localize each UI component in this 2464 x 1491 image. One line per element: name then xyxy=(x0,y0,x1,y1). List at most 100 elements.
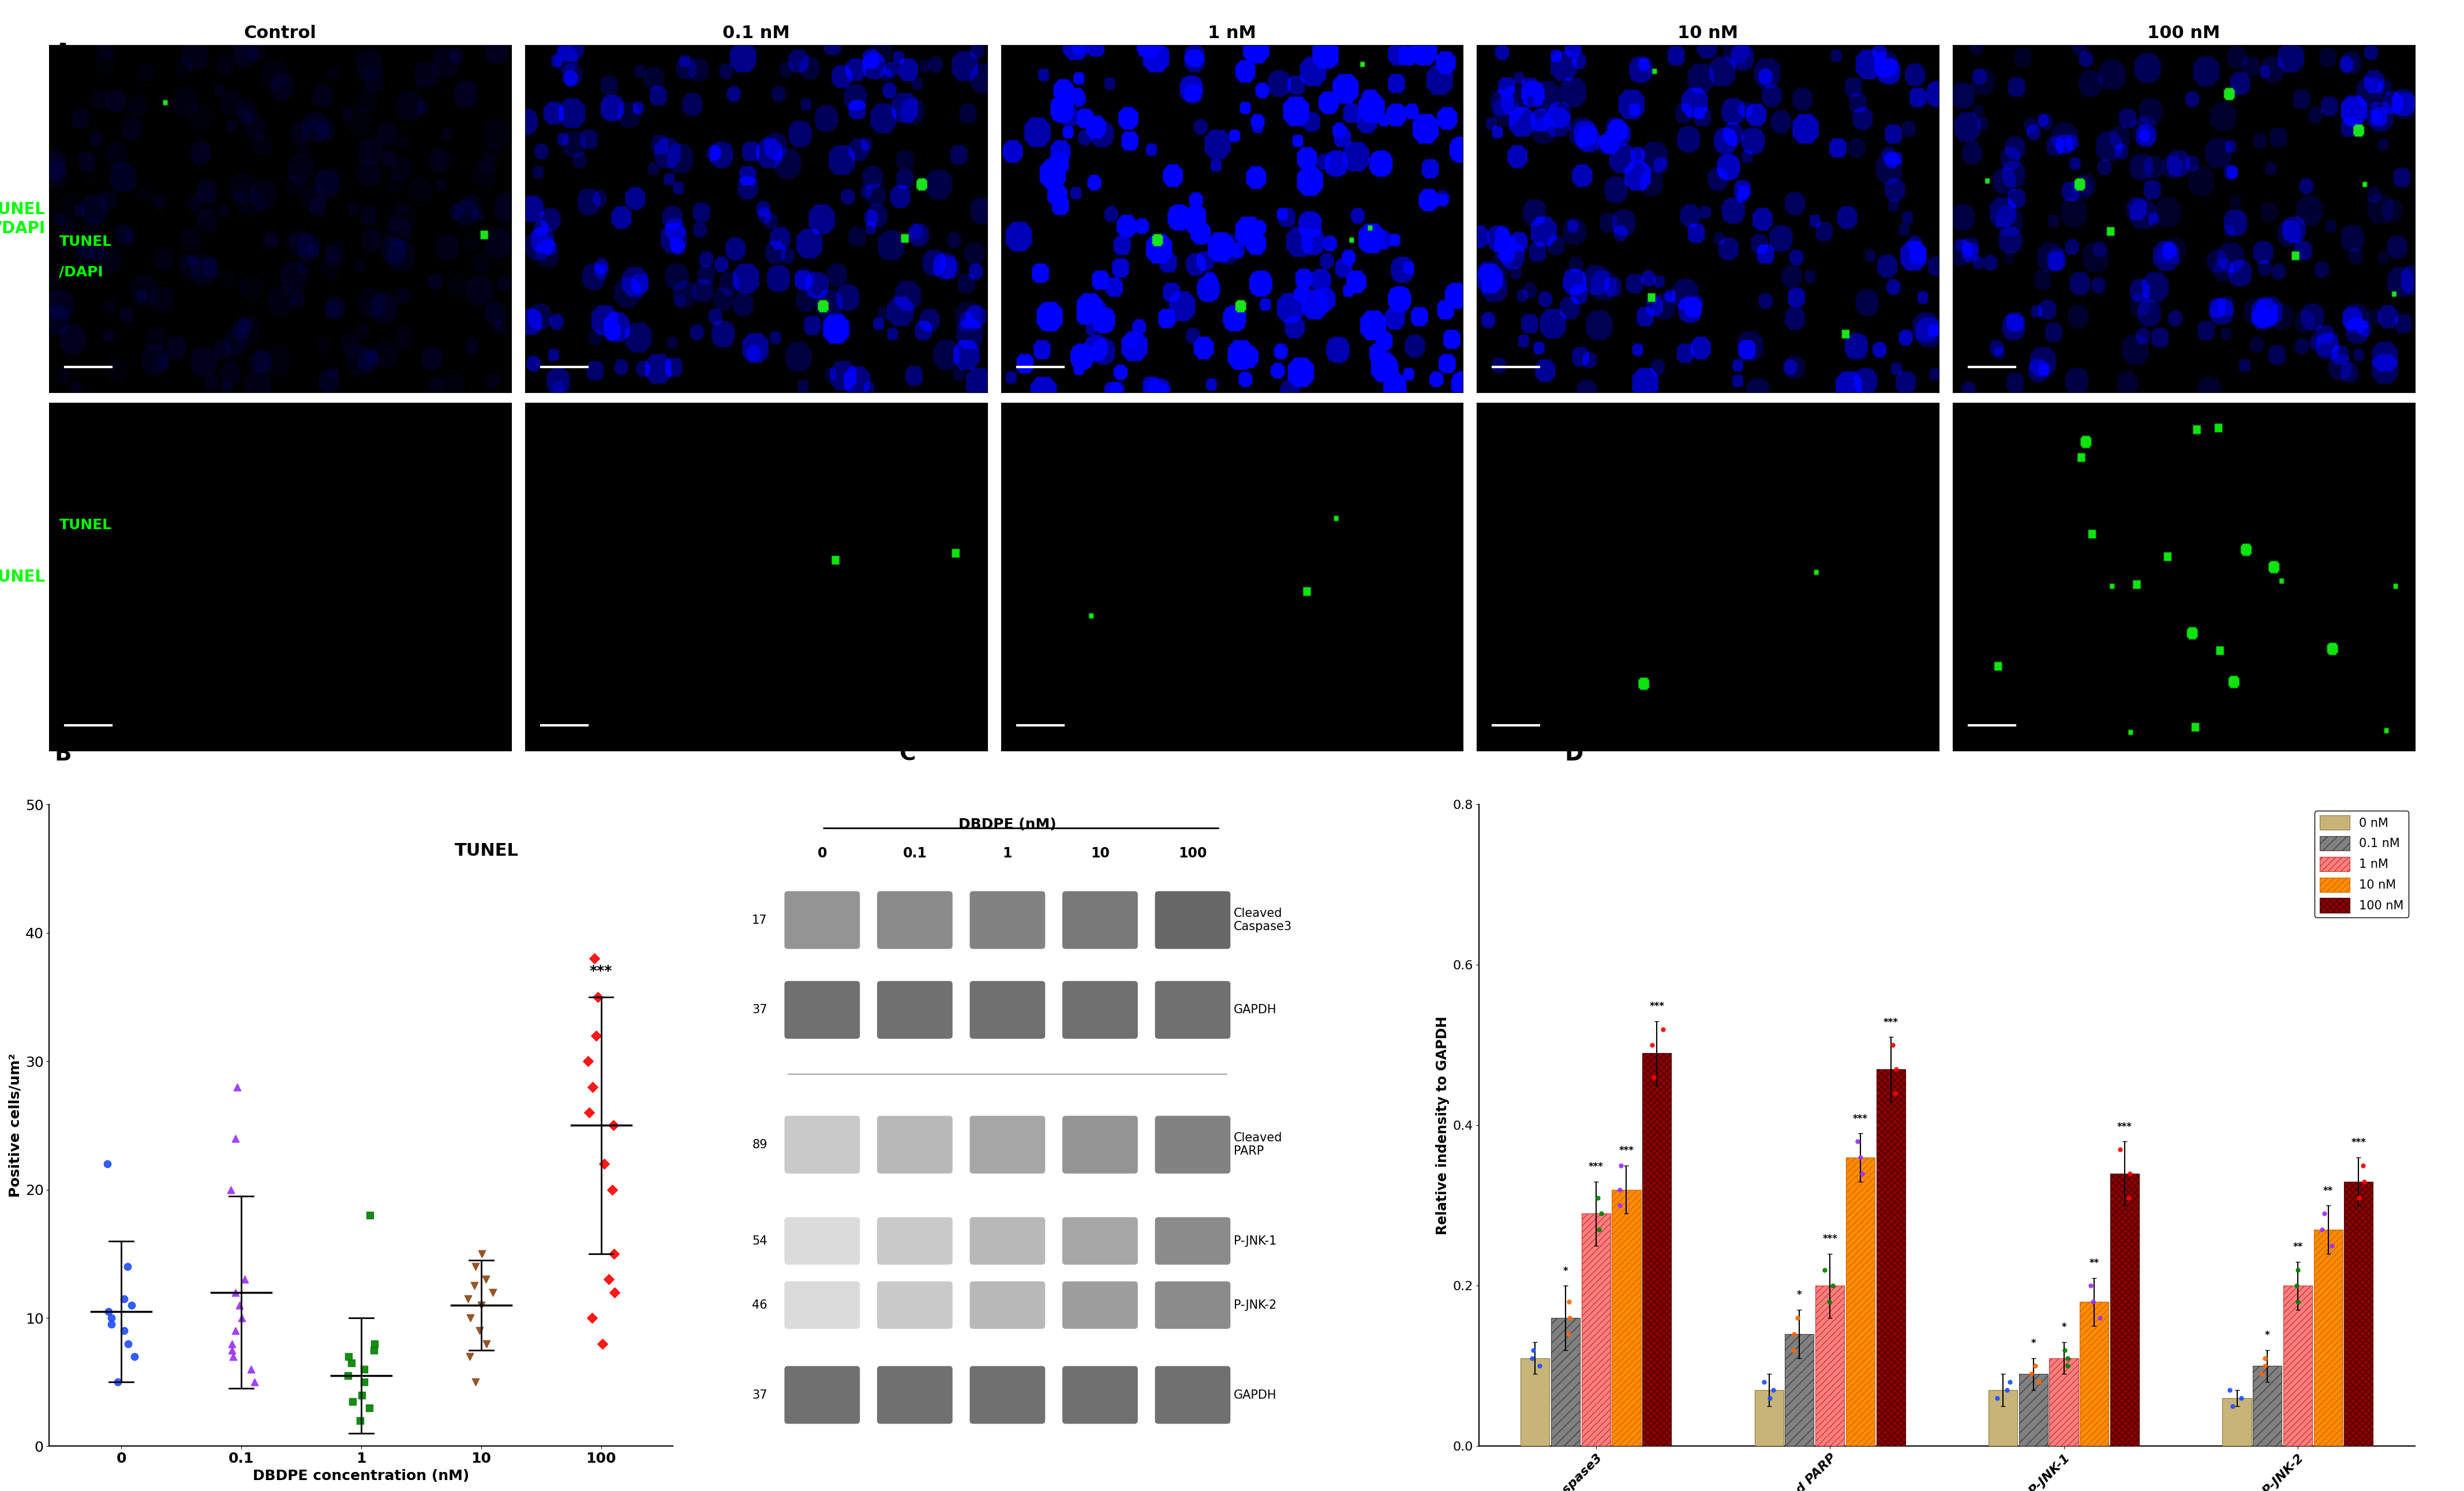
Point xyxy=(1804,1258,1843,1282)
Text: *: * xyxy=(1562,1266,1567,1276)
Point xyxy=(113,1345,153,1369)
Text: Cleaved
PARP: Cleaved PARP xyxy=(1234,1132,1284,1157)
Point xyxy=(1550,1290,1589,1314)
Point xyxy=(466,1267,505,1291)
Text: 46: 46 xyxy=(752,1299,766,1311)
Point xyxy=(1602,1154,1641,1178)
Point xyxy=(461,1320,500,1343)
Point xyxy=(2338,1185,2378,1209)
Point xyxy=(1579,1218,1619,1242)
FancyBboxPatch shape xyxy=(971,892,1045,948)
Point xyxy=(2245,1354,2284,1378)
Point xyxy=(2016,1354,2055,1378)
Point xyxy=(103,1320,143,1343)
Point xyxy=(1976,1387,2016,1410)
FancyBboxPatch shape xyxy=(1062,892,1138,948)
Point xyxy=(448,1287,488,1311)
FancyBboxPatch shape xyxy=(877,1115,954,1173)
FancyBboxPatch shape xyxy=(971,1281,1045,1328)
Bar xyxy=(1582,1214,1611,1446)
Bar xyxy=(1784,1334,1814,1446)
Point xyxy=(2048,1346,2087,1370)
Point xyxy=(2343,1154,2383,1178)
Text: ***: *** xyxy=(2117,1121,2131,1132)
Point xyxy=(342,1384,382,1408)
Point xyxy=(1754,1378,1794,1402)
Text: 37: 37 xyxy=(752,1390,766,1400)
Text: C: C xyxy=(899,743,917,765)
Point xyxy=(2048,1354,2087,1378)
Point xyxy=(2080,1306,2119,1330)
FancyBboxPatch shape xyxy=(971,1115,1045,1173)
Bar xyxy=(1816,1285,1846,1446)
Point xyxy=(594,1114,633,1138)
Bar xyxy=(2314,1230,2343,1446)
Text: P-JNK-1: P-JNK-1 xyxy=(1234,1235,1276,1246)
Point xyxy=(2072,1290,2112,1314)
FancyBboxPatch shape xyxy=(877,1281,954,1328)
Point xyxy=(2279,1258,2319,1282)
Bar xyxy=(1988,1390,2018,1446)
Point xyxy=(572,1075,611,1099)
Point xyxy=(584,1153,623,1176)
Text: Cleaved
Caspase3: Cleaved Caspase3 xyxy=(1234,908,1291,932)
Bar xyxy=(2080,1302,2109,1446)
Bar xyxy=(1875,1069,1905,1446)
Point xyxy=(99,1370,138,1394)
Point xyxy=(1838,1130,1878,1154)
Point xyxy=(2210,1378,2250,1402)
Text: GAPDH: GAPDH xyxy=(1234,1003,1276,1015)
Bar xyxy=(2284,1285,2311,1446)
FancyBboxPatch shape xyxy=(877,1366,954,1424)
Point xyxy=(89,1153,128,1176)
Point xyxy=(212,1337,251,1361)
FancyBboxPatch shape xyxy=(877,981,954,1039)
Point xyxy=(217,1075,256,1099)
Point xyxy=(579,986,618,1009)
Point xyxy=(355,1331,394,1355)
Point xyxy=(2011,1363,2050,1387)
Point xyxy=(1875,1057,1915,1081)
Point xyxy=(1550,1323,1589,1346)
Text: A: A xyxy=(54,42,71,64)
Point xyxy=(214,1126,254,1150)
Point xyxy=(2304,1202,2343,1226)
Text: ***: *** xyxy=(589,965,614,978)
Text: ***: *** xyxy=(1853,1114,1868,1124)
Point xyxy=(569,1100,609,1124)
Point xyxy=(1599,1178,1639,1202)
Bar xyxy=(2109,1173,2139,1446)
Point xyxy=(569,1050,609,1074)
Point xyxy=(212,1331,251,1355)
Point xyxy=(234,1370,274,1394)
Y-axis label: TUNEL
/DAPI: TUNEL /DAPI xyxy=(0,201,44,236)
Title: 0.1 nM: 0.1 nM xyxy=(722,25,791,42)
Point xyxy=(451,1306,490,1330)
FancyBboxPatch shape xyxy=(784,981,860,1039)
Bar xyxy=(1611,1190,1641,1446)
Text: TUNEL: TUNEL xyxy=(59,519,111,532)
Point xyxy=(214,1281,254,1305)
Title: 1 nM: 1 nM xyxy=(1207,25,1257,42)
Point xyxy=(350,1396,389,1419)
Text: *: * xyxy=(2030,1337,2035,1348)
Point xyxy=(463,1242,503,1266)
Text: D: D xyxy=(1565,743,1584,765)
FancyBboxPatch shape xyxy=(1062,1217,1138,1264)
FancyBboxPatch shape xyxy=(1062,1115,1138,1173)
Point xyxy=(345,1370,384,1394)
Point xyxy=(473,1281,513,1305)
Text: B: B xyxy=(54,743,71,765)
Point xyxy=(1841,1145,1880,1169)
Point xyxy=(2045,1337,2085,1361)
Point xyxy=(1634,1066,1673,1090)
Bar xyxy=(2343,1181,2373,1446)
Point xyxy=(2112,1161,2151,1185)
Y-axis label: TUNEL: TUNEL xyxy=(0,568,44,584)
Text: DBDPE (nM): DBDPE (nM) xyxy=(958,817,1057,830)
Text: 89: 89 xyxy=(752,1139,766,1151)
Text: **: ** xyxy=(2294,1242,2304,1252)
FancyBboxPatch shape xyxy=(784,1366,860,1424)
Point xyxy=(451,1345,490,1369)
Text: 17: 17 xyxy=(752,914,766,926)
